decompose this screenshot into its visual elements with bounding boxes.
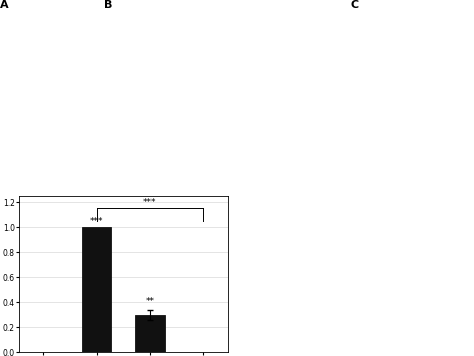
- Text: C: C: [351, 0, 359, 10]
- Bar: [135, 315, 164, 352]
- Bar: [82, 227, 111, 352]
- Text: ***: ***: [90, 217, 103, 226]
- Text: B: B: [104, 0, 113, 10]
- Text: ***: ***: [143, 198, 157, 207]
- Text: A: A: [0, 0, 9, 10]
- Text: **: **: [146, 297, 155, 306]
